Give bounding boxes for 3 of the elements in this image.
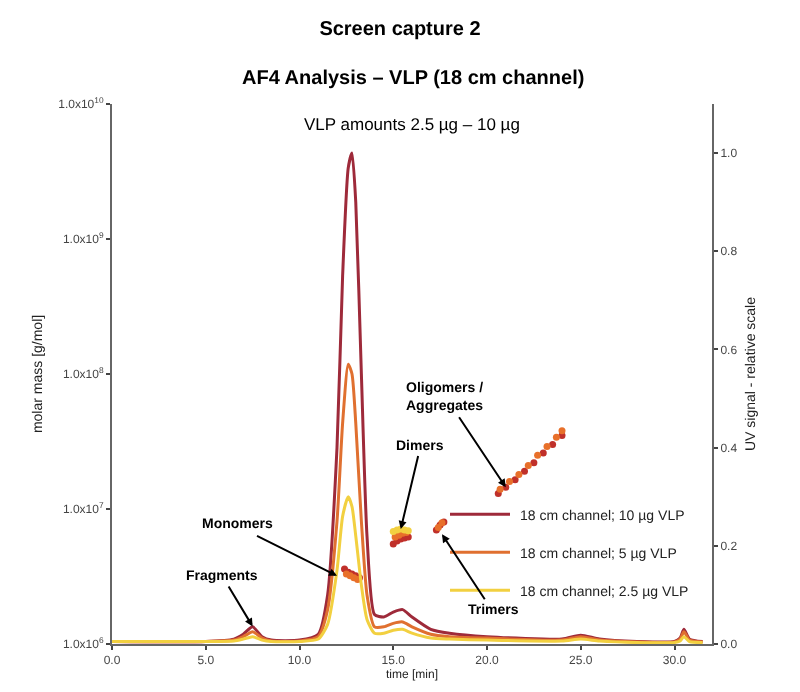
chart-title: Screen capture 2 (319, 18, 482, 41)
annotation: VLP amounts 2.5 µg – 10 µg (304, 114, 521, 134)
chart-subtitle: AF4 Analysis – VLP (18 cm channel) (242, 68, 585, 90)
